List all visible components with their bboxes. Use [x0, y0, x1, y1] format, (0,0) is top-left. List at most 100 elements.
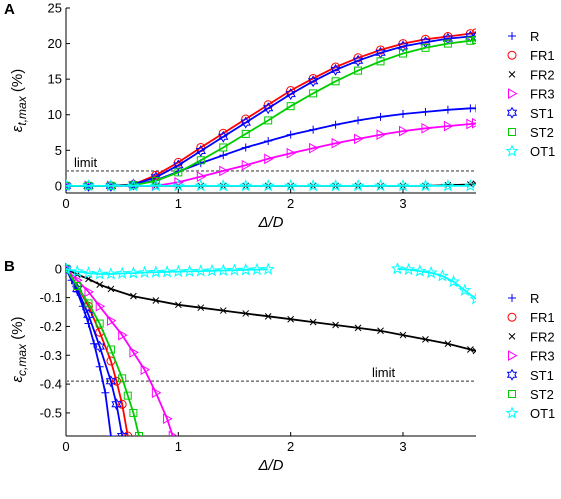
data-point	[331, 77, 340, 86]
panel-a: A 0 1 2 3 0 5 10 15 20 25 Δ/D εt,max (%) limit R FR1 F…	[4, 1, 555, 232]
data-point	[458, 283, 472, 296]
plot-area: 0 1 2 3 0 -0.1 -0.2 -0.3 -0.4 -0.5 Δ/D εc,max (%) li…	[9, 261, 476, 474]
data-point	[398, 125, 409, 137]
y-axis-label-subscript: c,max	[15, 343, 29, 376]
data-point	[152, 297, 160, 304]
data-point	[150, 171, 162, 184]
legend-label: OT1	[530, 406, 555, 421]
data-point	[263, 102, 274, 115]
data-point	[421, 122, 431, 134]
legend-item: OT1	[505, 406, 555, 421]
data-point	[469, 292, 476, 305]
panel-b: B 0 1 2 3 0 -0.1 -0.2 -0.3 -0.4 -0.5 Δ/D εc,max (%)…	[4, 258, 555, 474]
data-point	[418, 178, 433, 192]
data-point	[331, 137, 342, 149]
data-point	[95, 362, 104, 371]
legend-marker	[508, 390, 516, 398]
data-point	[466, 118, 476, 130]
x-tick-label: 1	[175, 439, 182, 454]
legend-item: R	[508, 29, 539, 44]
data-point	[95, 319, 104, 328]
legend-label: FR1	[530, 48, 555, 63]
data-point	[135, 432, 144, 436]
data-point	[105, 375, 117, 388]
data-point	[128, 178, 139, 191]
data-point	[194, 178, 208, 192]
data-point	[219, 151, 228, 160]
series-line	[66, 268, 124, 436]
y-axis-label-unit: (%)	[9, 69, 26, 97]
legend-item: FR2	[508, 67, 555, 82]
data-point	[241, 159, 252, 171]
data-point	[354, 324, 362, 332]
legend-marker	[506, 368, 518, 381]
series-line	[66, 122, 476, 187]
series-line	[66, 107, 476, 187]
series-fr1	[66, 28, 476, 191]
legend-label: R	[530, 29, 539, 44]
data-point	[73, 282, 82, 291]
data-point	[219, 165, 229, 177]
legend-marker	[506, 106, 518, 119]
data-point	[129, 347, 139, 358]
series-st1	[66, 30, 476, 192]
data-point	[171, 178, 185, 192]
legend-marker	[508, 294, 516, 302]
series-line	[66, 267, 476, 352]
y-axis-label-unit: (%)	[9, 316, 26, 344]
data-point	[118, 329, 128, 341]
data-point	[196, 156, 205, 165]
data-point	[174, 168, 183, 177]
legend-label: FR2	[530, 329, 555, 344]
data-point	[94, 340, 105, 353]
data-point	[66, 179, 72, 192]
legend-label: FR3	[530, 87, 555, 102]
y-tick-label: -0.3	[40, 348, 62, 363]
data-point	[104, 267, 118, 280]
legend-marker	[508, 88, 518, 99]
y-tick-label: 10	[48, 107, 62, 122]
y-axis-label: εt,max (%)	[9, 69, 29, 132]
legend-marker	[508, 71, 516, 78]
data-point	[240, 116, 251, 129]
data-point	[163, 413, 173, 425]
y-axis-label-symbol: ε	[9, 125, 26, 132]
data-point	[264, 137, 273, 146]
y-tick-label: 0	[55, 261, 62, 276]
data-point	[286, 147, 297, 159]
data-point	[239, 263, 253, 276]
series-ot1	[66, 178, 476, 192]
legend-item: FR2	[508, 329, 555, 344]
limit-label: limit	[372, 365, 395, 380]
legend-marker	[505, 406, 519, 419]
data-point	[118, 374, 127, 383]
legend: R FR1 FR2 FR3 ST1 ST2 OT1	[505, 291, 555, 421]
data-point	[264, 153, 274, 165]
legend-marker	[507, 312, 517, 322]
legend-marker	[508, 333, 516, 340]
data-point	[471, 28, 476, 38]
data-point	[173, 159, 184, 172]
data-point	[196, 171, 207, 182]
data-point	[171, 264, 185, 278]
data-point	[286, 130, 295, 139]
legend-marker	[507, 50, 517, 60]
legend-marker	[508, 128, 516, 136]
data-point	[396, 178, 410, 192]
legend-item: FR1	[507, 310, 555, 325]
legend-label: ST2	[530, 125, 554, 140]
panel-label: A	[4, 1, 15, 18]
data-point	[466, 36, 475, 45]
y-tick-label: -0.4	[40, 377, 62, 392]
data-point	[306, 178, 320, 192]
data-point	[219, 143, 228, 152]
data-point	[443, 39, 452, 48]
data-point	[242, 310, 250, 317]
data-point	[168, 430, 179, 436]
data-point	[227, 263, 242, 276]
legend-label: ST2	[530, 387, 554, 402]
data-point	[443, 120, 454, 132]
data-point	[149, 265, 163, 278]
data-point	[376, 129, 387, 141]
data-point	[264, 116, 273, 125]
